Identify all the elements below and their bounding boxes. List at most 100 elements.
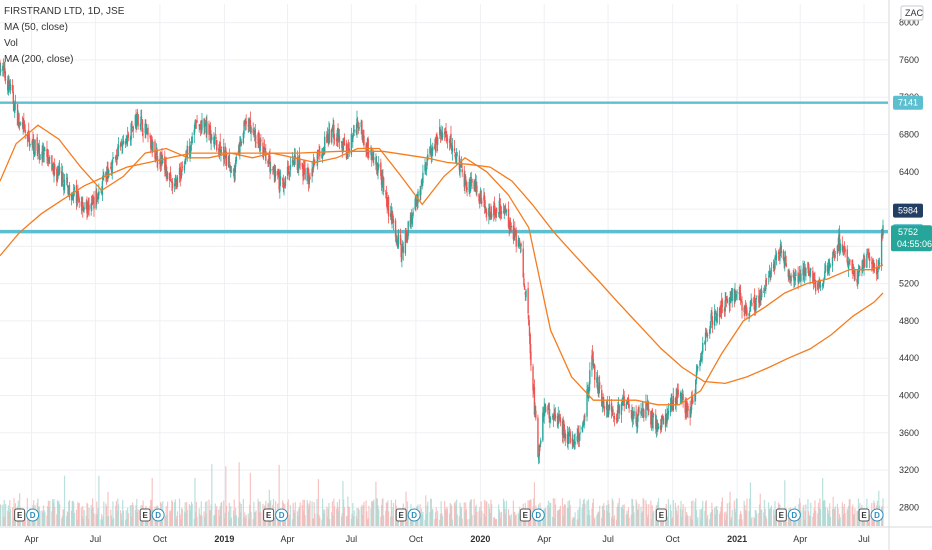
dividend-marker[interactable]: D bbox=[870, 508, 884, 522]
candle-body bbox=[551, 415, 554, 418]
candle-body bbox=[248, 118, 251, 124]
volume-bar bbox=[307, 508, 310, 526]
candle-body bbox=[450, 148, 453, 151]
dividend-marker[interactable]: D bbox=[407, 508, 421, 522]
earnings-marker[interactable]: E bbox=[14, 508, 26, 522]
candle-body bbox=[156, 150, 158, 162]
candle-body bbox=[267, 161, 269, 164]
earnings-marker[interactable]: E bbox=[263, 508, 275, 522]
ma200-legend[interactable]: MA (200, close) bbox=[4, 54, 74, 65]
volume-bar bbox=[361, 504, 363, 526]
candle-body bbox=[422, 172, 424, 184]
volume-bar bbox=[77, 503, 80, 526]
candle-body bbox=[130, 123, 132, 140]
volume-bar bbox=[709, 513, 712, 526]
volume-bar bbox=[12, 517, 14, 526]
candle-body bbox=[468, 182, 470, 192]
candle-body bbox=[289, 164, 292, 171]
time-tick-label: Oct bbox=[153, 534, 168, 544]
earnings-marker[interactable]: E bbox=[519, 508, 531, 522]
level-badge-7141 bbox=[893, 95, 923, 110]
volume-bar bbox=[519, 506, 521, 526]
candle-body bbox=[652, 416, 654, 429]
volume-bar bbox=[225, 466, 227, 526]
candle-body bbox=[211, 136, 213, 140]
volume-bar bbox=[469, 501, 471, 526]
candle-body bbox=[556, 415, 559, 427]
earnings-marker[interactable]: E bbox=[858, 508, 870, 522]
candle-body bbox=[321, 153, 324, 157]
volume-bar bbox=[824, 500, 826, 526]
dividend-marker[interactable]: D bbox=[151, 508, 165, 522]
volume-legend[interactable]: Vol bbox=[4, 38, 18, 49]
candle-body bbox=[404, 233, 407, 254]
volume-bar bbox=[549, 502, 551, 526]
candle-body bbox=[303, 165, 306, 167]
volume-bar bbox=[818, 507, 820, 526]
candle-body bbox=[234, 165, 236, 181]
candle-body bbox=[194, 122, 196, 130]
candle-body bbox=[598, 381, 601, 390]
time-axis[interactable]: Apr Jul Oct 2019 Apr Jul Oct 2020 Apr Jul Oct 2021 A… bbox=[0, 526, 932, 544]
earnings-icon bbox=[139, 508, 151, 522]
volume-bar bbox=[856, 510, 858, 526]
volume-bar bbox=[576, 519, 578, 526]
candle-body bbox=[399, 234, 402, 244]
volume-bar bbox=[120, 510, 122, 526]
candle-body bbox=[51, 155, 53, 171]
candle-body bbox=[793, 276, 795, 281]
horizontal-levels[interactable] bbox=[0, 101, 888, 234]
dividend-marker[interactable]: D bbox=[26, 508, 40, 522]
candle-body bbox=[454, 153, 456, 158]
volume-bar bbox=[667, 517, 669, 526]
candle-body bbox=[821, 283, 824, 287]
price-tick-label: 6800 bbox=[899, 130, 919, 140]
candle-body bbox=[655, 414, 657, 430]
volume-bar bbox=[815, 510, 817, 526]
earnings-marker[interactable]: E bbox=[139, 508, 151, 522]
dividend-marker[interactable]: D bbox=[275, 508, 289, 522]
earnings-marker[interactable]: E bbox=[395, 508, 407, 522]
candle-body bbox=[557, 414, 559, 425]
volume-bar bbox=[795, 518, 797, 526]
currency-box[interactable] bbox=[900, 5, 924, 21]
volume-bar bbox=[390, 499, 392, 526]
candle-body bbox=[47, 156, 50, 162]
candle-body bbox=[706, 334, 708, 336]
candle-body bbox=[871, 261, 873, 264]
volume-bar bbox=[59, 504, 61, 526]
candle-body bbox=[375, 162, 378, 167]
candle-body bbox=[42, 147, 44, 158]
candle-body bbox=[371, 148, 373, 160]
volume-bar bbox=[636, 502, 638, 526]
candle-body bbox=[396, 241, 399, 248]
volume-bar bbox=[360, 507, 362, 526]
candle-body bbox=[80, 201, 83, 207]
volume-bar bbox=[198, 508, 200, 526]
candle-body bbox=[591, 355, 593, 371]
volume-bar bbox=[617, 506, 620, 526]
candle-body bbox=[488, 206, 491, 218]
dividend-marker[interactable]: D bbox=[531, 508, 545, 522]
volume-bar bbox=[407, 516, 409, 526]
volume-bar bbox=[338, 510, 340, 526]
candle-body bbox=[612, 409, 614, 416]
volume-bar bbox=[479, 517, 482, 526]
volume-bar bbox=[347, 506, 350, 526]
ma50-legend[interactable]: MA (50, close) bbox=[4, 22, 68, 33]
earnings-marker[interactable]: E bbox=[775, 508, 787, 522]
candle-body bbox=[822, 280, 825, 287]
candle-body bbox=[206, 121, 208, 135]
volume-bar bbox=[765, 518, 768, 526]
candle-body bbox=[283, 183, 285, 188]
candle-body bbox=[306, 167, 308, 181]
dividend-marker[interactable]: D bbox=[787, 508, 801, 522]
candle-body bbox=[100, 191, 103, 194]
earnings-marker[interactable]: E bbox=[655, 508, 667, 522]
volume-bar bbox=[542, 512, 545, 526]
candle-body bbox=[86, 201, 88, 214]
candle-body bbox=[495, 207, 498, 213]
symbol-title[interactable]: FIRSTRAND LTD, 1D, JSE bbox=[4, 6, 125, 17]
